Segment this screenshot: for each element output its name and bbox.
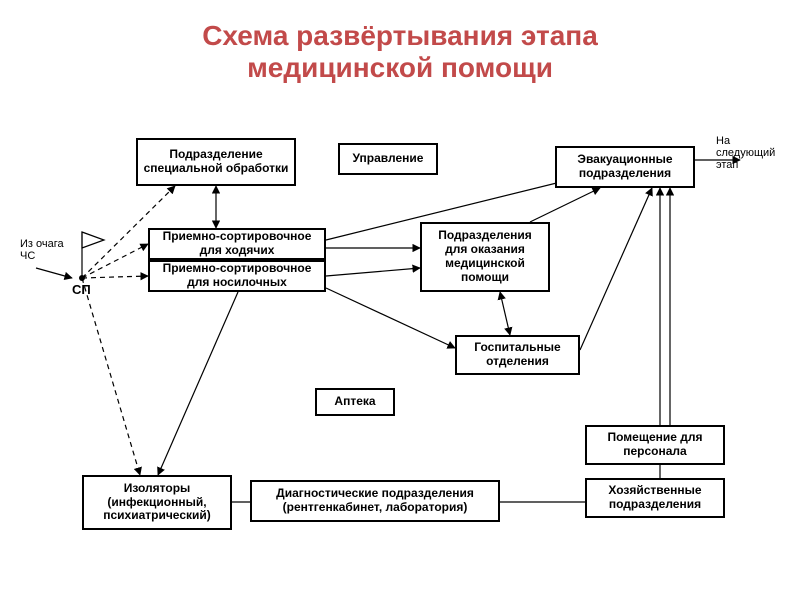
node-iso: Изоляторы (инфекционный, психиатрический… — [82, 475, 232, 530]
node-walk: Приемно-сортировочное для ходячих — [148, 228, 326, 260]
edge-stret-hosp — [326, 288, 455, 348]
edge-sp-stret — [82, 276, 148, 278]
diagram-title: Схема развёртывания этапа медицинской по… — [0, 20, 800, 84]
node-spec: Подразделение специальной обработки — [136, 138, 296, 186]
node-econ: Хозяйственные подразделения — [585, 478, 725, 518]
edge-sp-iso — [82, 278, 140, 475]
edge-hosp-evac — [580, 188, 652, 350]
node-staff: Помещение для персонала — [585, 425, 725, 465]
node-pharm: Аптека — [315, 388, 395, 416]
node-evac: Эвакуационные подразделения — [555, 146, 695, 188]
edge-from-sp — [36, 268, 72, 278]
node-mgmt: Управление — [338, 143, 438, 175]
edge-med-evac — [530, 188, 600, 222]
label-sp: СП — [72, 283, 91, 297]
node-diag: Диагностические подразделения (рентгенка… — [250, 480, 500, 522]
label-next: На следующий этап — [716, 135, 775, 171]
edge-stret-iso — [158, 292, 238, 475]
edge-med-hosp — [500, 292, 510, 335]
node-stret: Приемно-сортировочное для носилочных — [148, 260, 326, 292]
edge-stret-med — [326, 268, 420, 276]
node-med: Подразделения для оказания медицинской п… — [420, 222, 550, 292]
node-hosp: Госпитальные отделения — [455, 335, 580, 375]
sp-dot-icon — [79, 275, 85, 281]
sp-flag-icon — [82, 232, 104, 248]
label-from: Из очага ЧС — [20, 238, 64, 262]
edge-sp-walk — [82, 244, 148, 278]
